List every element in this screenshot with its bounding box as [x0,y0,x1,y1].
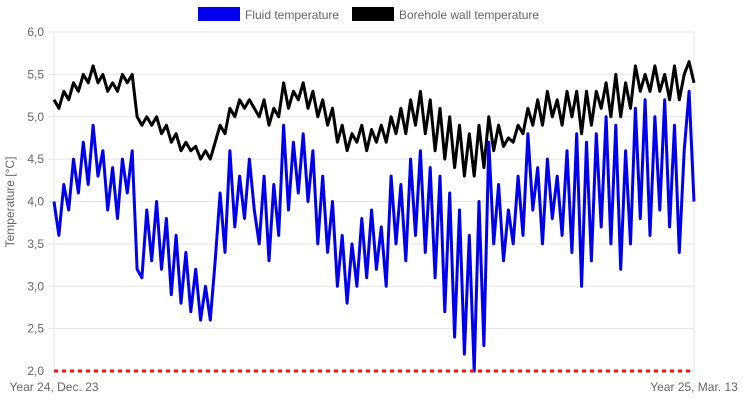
y-tick-label: 6,0 [27,25,44,39]
legend-item-fluid-temperature[interactable]: Fluid temperature [198,7,339,22]
y-tick-label: 4,0 [27,195,44,209]
grid [53,31,695,377]
y-tick-label: 3,5 [27,237,44,251]
legend-item-borehole-wall-temperature[interactable]: Borehole wall temperature [352,7,539,22]
legend-swatch-fluid-temperature [198,7,240,21]
legend-label-borehole-wall-temperature: Borehole wall temperature [399,8,539,22]
legend: Fluid temperature Borehole wall temperat… [198,7,539,22]
y-tick-label: 2,0 [27,364,44,378]
y-tick-label: 4,5 [27,152,44,166]
series-layer [52,60,696,373]
legend-label-fluid-temperature: Fluid temperature [245,8,339,22]
series-line-borehole-wall-temperature [52,60,696,178]
y-axis-title: Temperature [°C] [3,157,17,248]
x-tick-label-start: Year 24, Dec. 23 [10,380,99,394]
y-tick-label: 2,5 [27,322,44,336]
x-tick-label-end: Year 25, Mar. 13 [650,380,738,394]
y-tick-label: 3,0 [27,279,44,293]
series-line-fluid-temperature [52,89,696,373]
legend-swatch-borehole-wall-temperature [352,7,394,21]
y-axis: 2,0 2,5 3,0 3,5 4,0 4,5 5,0 5,5 6,0 [27,25,54,378]
y-tick-label: 5,5 [27,67,44,81]
y-tick-label: 5,0 [27,110,44,124]
x-axis: Year 24, Dec. 23 Year 25, Mar. 13 [10,380,739,394]
